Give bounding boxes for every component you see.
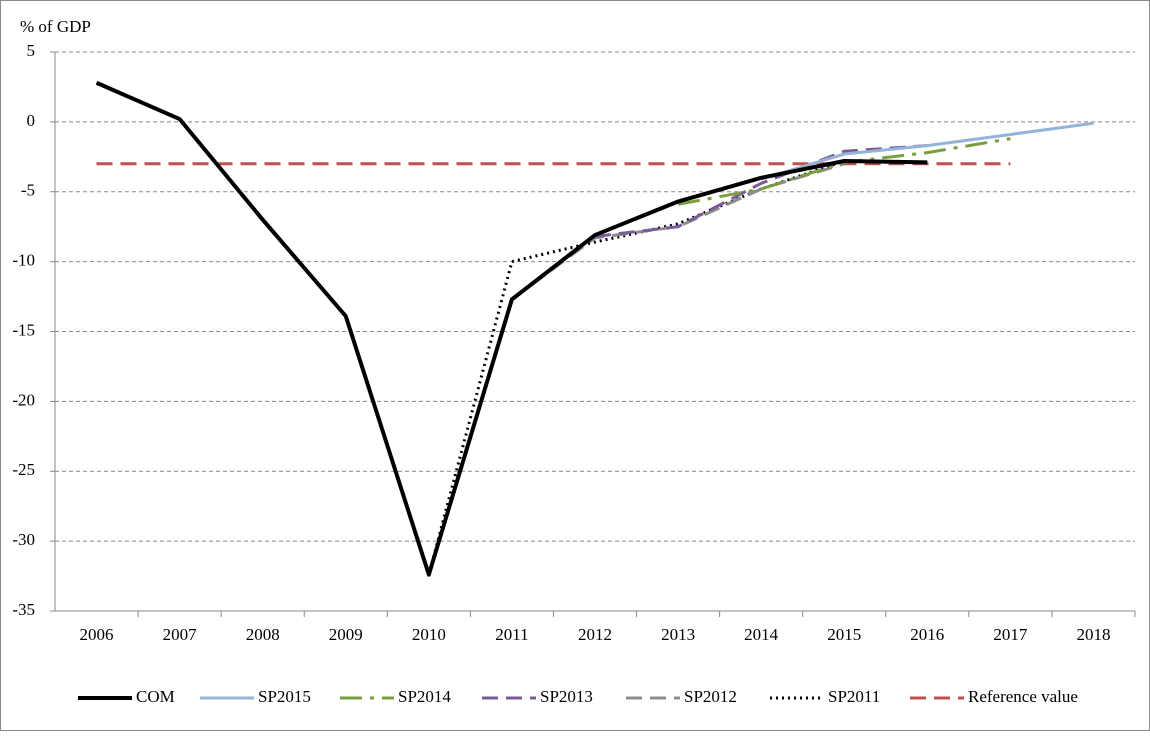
y-tick-label: -15	[12, 320, 35, 339]
y-tick-label: -25	[12, 460, 35, 479]
x-tick-label: 2016	[910, 625, 944, 644]
x-tick-label: 2013	[661, 625, 695, 644]
y-tick-label: 0	[27, 111, 36, 130]
x-tick-label: 2018	[1076, 625, 1110, 644]
legend-label: SP2015	[258, 687, 311, 706]
y-tick-label: -30	[12, 530, 35, 549]
y-tick-label: -10	[12, 251, 35, 270]
y-axis-label: % of GDP	[20, 17, 91, 36]
x-tick-label: 2008	[246, 625, 280, 644]
legend-label: Reference value	[968, 687, 1078, 706]
x-tick-label: 2011	[495, 625, 528, 644]
x-tick-label: 2012	[578, 625, 612, 644]
series-line	[594, 144, 928, 238]
legend-label: COM	[136, 687, 175, 706]
x-tick-label: 2009	[329, 625, 363, 644]
y-tick-label: -35	[12, 600, 35, 619]
x-tick-label: 2006	[80, 625, 114, 644]
x-tick-label: 2015	[827, 625, 861, 644]
x-tick-label: 2010	[412, 625, 446, 644]
y-tick-label: -20	[12, 390, 35, 409]
series-line	[95, 80, 928, 577]
legend-label: SP2013	[540, 687, 593, 706]
series-line	[760, 121, 1094, 181]
x-tick-label: 2014	[744, 625, 779, 644]
x-tick-label: 2017	[993, 625, 1028, 644]
y-tick-label: 5	[27, 41, 36, 60]
legend-label: SP2012	[684, 687, 737, 706]
legend-label: SP2011	[828, 687, 880, 706]
x-tick-label: 2007	[163, 625, 198, 644]
legend-label: SP2014	[398, 687, 451, 706]
y-tick-label: -5	[21, 181, 35, 200]
